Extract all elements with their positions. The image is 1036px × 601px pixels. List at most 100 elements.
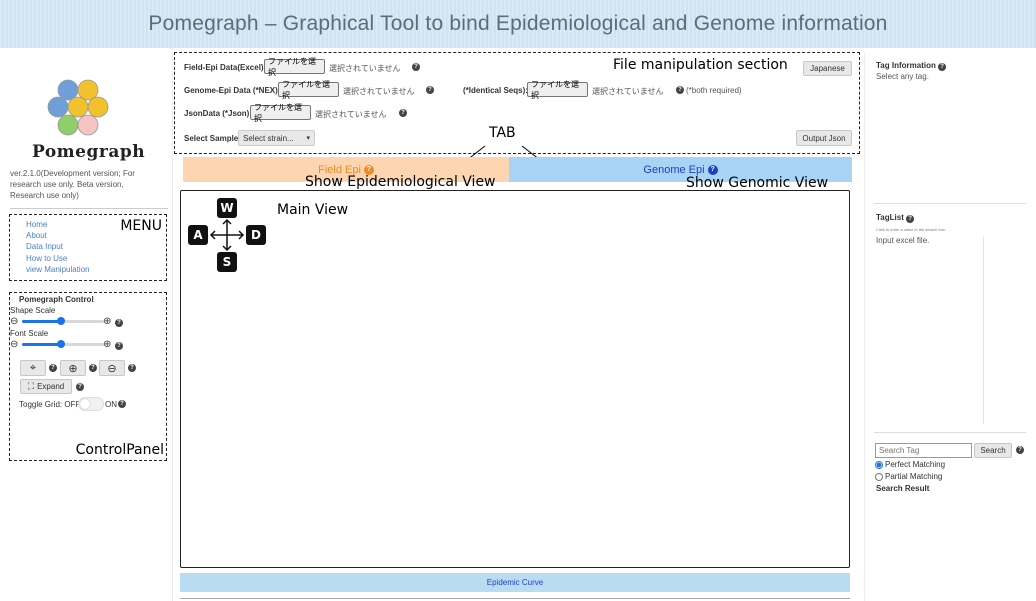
toggle-grid-label: Toggle Grid: OFF [19, 400, 81, 409]
json-data-label: JsonData (*Json): [184, 109, 253, 118]
help-icon[interactable]: ? [76, 383, 84, 391]
zoom-out-icon: ⊖ [10, 316, 19, 327]
help-icon[interactable]: ? [49, 364, 57, 372]
help-icon[interactable]: ? [118, 400, 126, 408]
main-view-canvas[interactable]: Main View W A D S [180, 190, 850, 568]
control-panel: Pomegraph Control Shape Scale ⊖ ⊕ ? Font… [9, 292, 167, 461]
toggle-grid-switch[interactable] [78, 397, 104, 411]
toggle-on-label: ON [105, 400, 117, 409]
help-icon[interactable]: ? [115, 319, 123, 327]
logo: Pomegraph [28, 76, 145, 164]
font-scale-slider-handle[interactable] [57, 340, 65, 348]
select-sample-dropdown[interactable]: Select strain... ▾ [238, 130, 315, 146]
both-required-note: (*both required) [686, 86, 742, 95]
taglist-title: TagList ? [876, 213, 915, 223]
left-divider [10, 208, 168, 209]
help-icon[interactable]: ? [1016, 446, 1024, 454]
right-vertical-divider [864, 52, 865, 601]
help-icon[interactable]: ? [938, 63, 947, 71]
help-icon[interactable]: ? [906, 215, 915, 223]
key-s-icon: S [217, 252, 237, 272]
menu-item-how-to-use[interactable]: How to Use [26, 254, 68, 263]
move-arrows-icon [209, 218, 245, 252]
tab-field-epi[interactable]: Field Epi ? [183, 157, 509, 182]
menu-item-data-input[interactable]: Data Input [26, 242, 63, 251]
taglist-text: Input excel file. [876, 236, 930, 245]
field-epi-label: Field-Epi Data(Excel): [184, 63, 267, 72]
search-result-label: Search Result [876, 484, 930, 493]
menu-item-view-manipulation[interactable]: view Manipulation [26, 265, 90, 274]
zoom-in-button[interactable]: ⊕ [60, 360, 86, 376]
key-d-icon: D [246, 225, 266, 245]
expand-button[interactable]: ⛶ Expand [20, 379, 72, 394]
json-file-status: 選択されていません [315, 110, 387, 119]
epidemic-curve-label: Epidemic Curve [486, 578, 544, 587]
file-section-annotation: File manipulation section [613, 57, 788, 73]
partial-matching-radio[interactable] [875, 472, 883, 481]
shape-scale-slider-handle[interactable] [57, 317, 65, 325]
japanese-button[interactable]: Japanese [803, 61, 852, 76]
tag-info-title: Tag Information ? [876, 61, 947, 71]
identical-seqs-file-button[interactable]: ファイルを選択 [527, 80, 588, 100]
control-title: Pomegraph Control [19, 295, 94, 304]
genome-epi-file-button[interactable]: ファイルを選択 [278, 80, 339, 100]
right-divider-1 [874, 203, 1026, 204]
version-text: ver.2.1.0(Development version; For resea… [10, 169, 135, 200]
epidemic-curve-bar[interactable]: Epidemic Curve [180, 573, 850, 592]
app-banner: Pomegraph – Graphical Tool to bind Epide… [0, 0, 1036, 48]
help-icon[interactable]: ? [363, 164, 374, 175]
shape-scale-slider-fill [22, 320, 61, 323]
left-vertical-divider [172, 52, 173, 601]
field-tab-annotation: Show Epidemiological View [305, 174, 496, 190]
tab-field-epi-label: Field Epi [318, 163, 361, 176]
menu-item-home[interactable]: Home [26, 220, 48, 229]
perfect-matching-option[interactable]: Perfect Matching [875, 460, 945, 469]
perfect-matching-radio[interactable] [875, 460, 883, 469]
right-divider-2 [874, 432, 1026, 433]
zoom-out-icon: ⊖ [107, 362, 117, 375]
expand-icon: ⛶ [27, 381, 35, 391]
zoom-out-button[interactable]: ⊖ [99, 360, 125, 376]
help-icon[interactable]: ? [399, 109, 407, 117]
shape-scale-label: Shape Scale [10, 306, 56, 315]
tag-info-text: Select any tag. [876, 72, 929, 81]
expand-label: Expand [37, 382, 65, 391]
toggle-grid-knob [80, 399, 90, 409]
json-file-button[interactable]: ファイルを選択 [250, 103, 311, 123]
help-icon[interactable]: ? [89, 364, 97, 372]
search-tag-input[interactable] [875, 443, 972, 458]
help-icon[interactable]: ? [412, 63, 420, 71]
help-icon[interactable]: ? [676, 86, 684, 94]
genome-epi-file-status: 選択されていません [343, 87, 415, 96]
tab-annotation: TAB [489, 125, 516, 141]
font-scale-slider-fill [22, 343, 61, 346]
taglist-title-text: TagList [876, 213, 904, 222]
field-epi-file-button[interactable]: ファイルを選択 [264, 57, 325, 77]
help-icon[interactable]: ? [128, 364, 136, 372]
font-scale-label: Font Scale [10, 329, 49, 338]
tab-genome-epi[interactable]: Genome Epi ? [509, 157, 852, 182]
bottom-divider [180, 598, 850, 599]
partial-matching-option[interactable]: Partial Matching [875, 472, 942, 481]
select-sample-value: Select strain... [243, 133, 294, 143]
zoom-in-icon: ⊕ [68, 362, 78, 375]
help-icon[interactable]: ? [707, 164, 718, 175]
zoom-in-icon: ⊕ [103, 316, 112, 327]
help-icon[interactable]: ? [115, 342, 123, 350]
taglist-scrollbar[interactable] [983, 236, 984, 424]
partial-matching-label: Partial Matching [885, 472, 943, 481]
menu-panel: MENU Home About Data Input How to Use vi… [9, 214, 167, 281]
main-view-annotation: Main View [277, 202, 349, 218]
center-button[interactable]: ⌖ [20, 360, 46, 376]
taglist-hint: Click to enter a value in the search box… [876, 227, 947, 232]
logo-text: Pomegraph [32, 142, 146, 162]
zoom-out-icon: ⊖ [10, 339, 19, 350]
tab-genome-epi-label: Genome Epi [643, 163, 705, 176]
perfect-matching-label: Perfect Matching [885, 460, 946, 469]
output-json-button[interactable]: Output Json [796, 130, 852, 146]
help-icon[interactable]: ? [426, 86, 434, 94]
identical-seqs-label: (*Identical Seqs): [463, 86, 528, 95]
app-title: Pomegraph – Graphical Tool to bind Epide… [148, 12, 888, 35]
search-button[interactable]: Search [974, 443, 1012, 458]
menu-item-about[interactable]: About [26, 231, 47, 240]
